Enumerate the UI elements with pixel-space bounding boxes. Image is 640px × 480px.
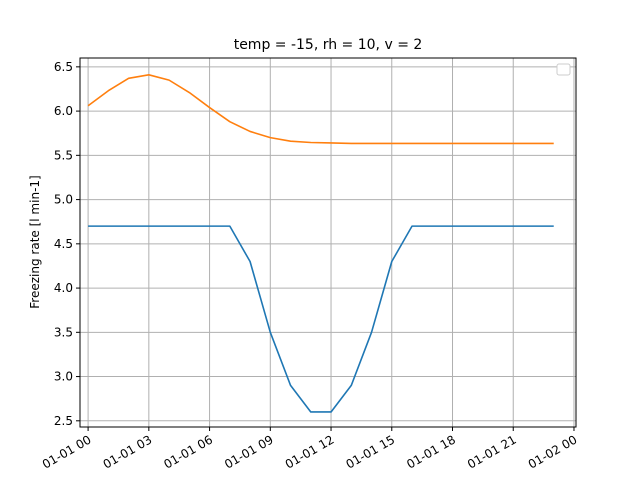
x-tick-label: 01-01 09 bbox=[222, 432, 276, 471]
series-lines bbox=[87, 74, 554, 413]
x-tick-label: 01-01 06 bbox=[161, 432, 215, 471]
plot-area-frame bbox=[79, 57, 577, 428]
x-tick-label: 01-01 03 bbox=[101, 432, 155, 471]
y-axis: 2.5 3.0 3.5 4.0 4.5 5.0 5.5 6.0 6.5 bbox=[54, 60, 80, 428]
y-tick-label: 6.0 bbox=[54, 104, 73, 118]
y-tick-label: 4.0 bbox=[54, 281, 73, 295]
grid bbox=[80, 58, 576, 427]
y-axis-label: Freezing rate [l min-1] bbox=[28, 175, 42, 308]
legend-box bbox=[556, 63, 571, 76]
y-tick-label: 4.5 bbox=[54, 237, 73, 251]
series-line-1 bbox=[88, 225, 554, 413]
y-tick-label: 2.5 bbox=[54, 414, 73, 428]
y-tick-label: 3.0 bbox=[54, 370, 73, 384]
series-line-2 bbox=[87, 74, 554, 145]
x-tick-label: 01-01 21 bbox=[465, 432, 519, 471]
y-tick-label: 3.5 bbox=[54, 325, 73, 339]
x-tick-label: 01-01 15 bbox=[344, 432, 398, 471]
x-tick-label: 01-01 18 bbox=[404, 432, 458, 471]
x-axis: 01-01 00 01-01 03 01-01 06 01-01 09 01-01 12… bbox=[40, 427, 580, 472]
chart-title: temp = -15, rh = 10, v = 2 bbox=[234, 37, 423, 53]
x-tick-label: 01-02 00 bbox=[526, 432, 580, 471]
y-tick-label: 6.5 bbox=[54, 60, 73, 74]
x-tick-label: 01-01 00 bbox=[40, 432, 94, 471]
y-tick-label: 5.0 bbox=[54, 193, 73, 207]
x-tick-label: 01-01 12 bbox=[283, 432, 337, 471]
y-tick-label: 5.5 bbox=[54, 148, 73, 162]
